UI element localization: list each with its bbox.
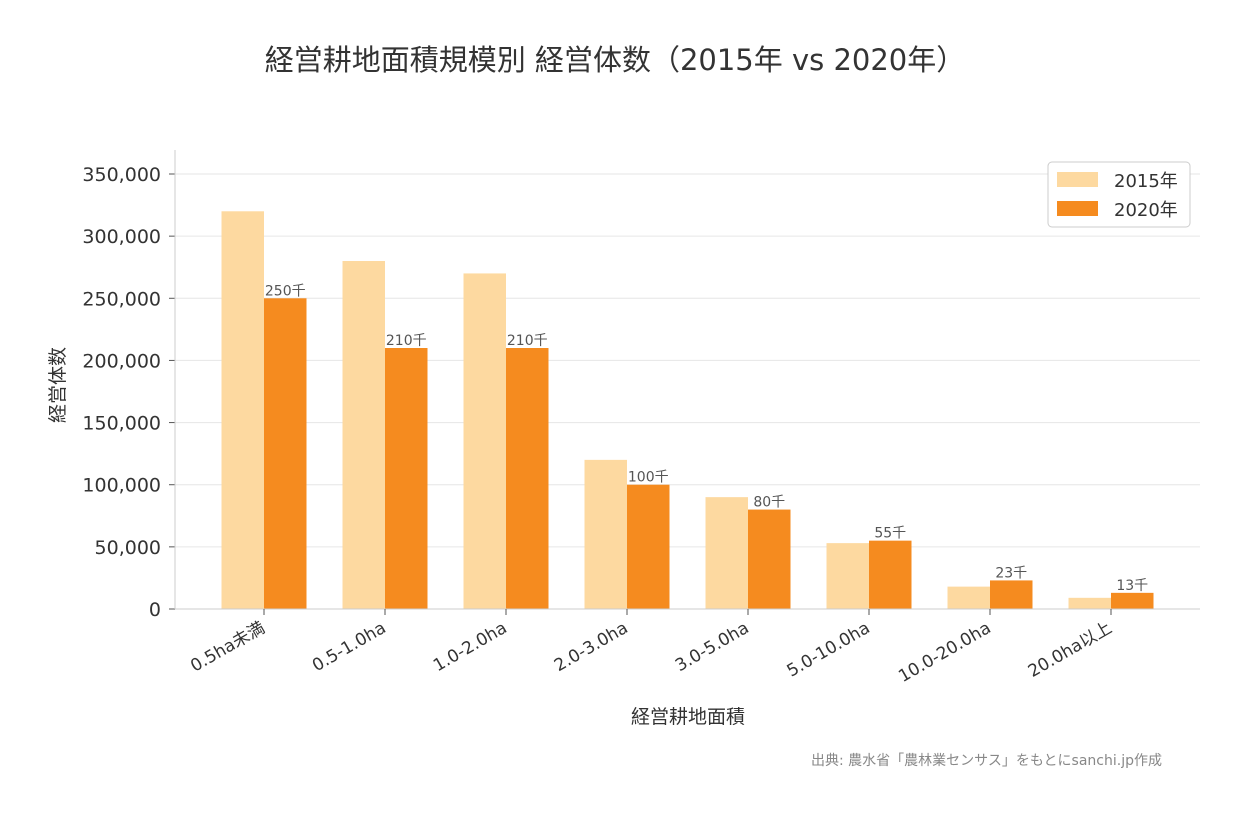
y-tick-label: 200,000 — [82, 350, 161, 372]
y-tick-label: 250,000 — [82, 288, 161, 310]
bar-2015 — [584, 459, 627, 609]
legend-swatch-2020 — [1057, 201, 1098, 216]
bar-2015 — [947, 586, 990, 609]
source-note: 出典: 農水省「農林業センサス」をもとにsanchi.jp作成 — [811, 753, 1162, 769]
bar-2020 — [506, 348, 549, 609]
bar-2020 — [264, 298, 307, 609]
data-label: 100千 — [628, 470, 669, 486]
bar-2020 — [990, 580, 1033, 609]
bar-2020 — [1111, 592, 1154, 609]
x-tick-label: 0.5-1.0ha — [309, 618, 389, 676]
x-tick-label: 20.0ha以上 — [1025, 618, 1116, 682]
y-tick-label: 150,000 — [82, 413, 161, 435]
data-label: 80千 — [753, 495, 785, 511]
x-tick-label: 1.0-2.0ha — [430, 618, 510, 676]
data-label: 210千 — [386, 333, 427, 349]
bar-2015 — [1068, 597, 1111, 609]
bar-2015 — [826, 543, 869, 609]
bar-2015 — [221, 211, 264, 610]
x-tick-label: 2.0-3.0ha — [551, 618, 631, 676]
y-axis-label: 経営体数 — [47, 347, 69, 423]
data-label: 210千 — [507, 333, 548, 349]
data-label: 250千 — [265, 283, 306, 299]
y-tick-label: 0 — [149, 599, 161, 621]
bar-2020 — [385, 348, 428, 609]
legend-label-2015: 2015年 — [1114, 171, 1178, 192]
bar-2015 — [705, 497, 748, 609]
bar-2020 — [748, 509, 791, 609]
y-tick-label: 100,000 — [82, 475, 161, 497]
chart-title: 経営耕地面積規模別 経営体数（2015年 vs 2020年） — [265, 43, 966, 77]
bar-2020 — [627, 484, 670, 609]
y-tick-label: 300,000 — [82, 226, 161, 248]
x-tick-label: 0.5ha未満 — [187, 618, 268, 676]
legend-label-2020: 2020年 — [1114, 200, 1178, 221]
y-tick-label: 350,000 — [82, 164, 161, 186]
x-tick-label: 10.0-20.0ha — [895, 618, 994, 687]
data-label: 23千 — [995, 565, 1027, 581]
data-label: 55千 — [874, 526, 906, 542]
legend: 2015年 2020年 — [1047, 161, 1191, 228]
x-tick-label: 5.0-10.0ha — [784, 618, 874, 681]
bar-2015 — [342, 261, 385, 609]
data-label: 13千 — [1116, 578, 1148, 594]
y-tick-label: 50,000 — [95, 537, 161, 559]
bar-2020 — [869, 540, 912, 609]
legend-swatch-2015 — [1057, 172, 1098, 187]
x-axis-label: 経営耕地面積 — [631, 706, 745, 728]
bar-2015 — [463, 273, 506, 609]
x-tick-label: 3.0-5.0ha — [672, 618, 752, 676]
